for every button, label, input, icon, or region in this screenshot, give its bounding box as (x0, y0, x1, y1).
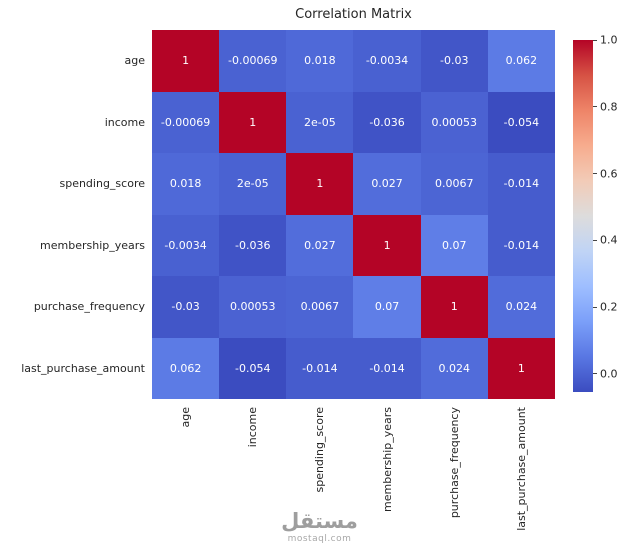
watermark-subtext: mostaql.com (287, 534, 352, 545)
heatmap-cell: 0.0067 (420, 153, 488, 215)
heatmap-cell: 2e-05 (286, 91, 354, 153)
heatmap-cell: 1 (152, 30, 220, 92)
heatmap-cell: 0.018 (286, 30, 354, 92)
colorbar-tick-mark (593, 39, 597, 41)
heatmap-cell: -0.014 (487, 214, 555, 276)
x-tick-label: membership_years (380, 407, 394, 512)
heatmap-cell: 1 (353, 214, 421, 276)
heatmap-cell: 2e-05 (219, 153, 287, 215)
colorbar-tick-label: 0.6 (600, 167, 618, 181)
x-tick-label: purchase_frequency (447, 407, 461, 519)
heatmap-cell: 0.062 (487, 30, 555, 92)
heatmap-cell: 0.027 (286, 214, 354, 276)
heatmap-grid: 1 -0.00069 0.018 -0.0034 -0.03 0.062 -0.00069 1… (152, 30, 555, 399)
heatmap-cell: -0.036 (353, 91, 421, 153)
watermark: مستقل mostaql.com (0, 509, 639, 545)
colorbar-tick-mark (593, 239, 597, 241)
heatmap-cell: -0.054 (219, 337, 287, 399)
colorbar-tick-mark (593, 306, 597, 308)
y-tick-label: last_purchase_amount (21, 361, 145, 375)
heatmap-cell: -0.014 (487, 153, 555, 215)
colorbar-tick-label: 0.4 (600, 233, 618, 247)
heatmap-cell: -0.036 (219, 214, 287, 276)
heatmap-cell: -0.03 (420, 30, 488, 92)
heatmap-cell: -0.054 (487, 91, 555, 153)
x-tick-label: income (246, 407, 260, 448)
heatmap-cell: 0.00053 (219, 276, 287, 338)
heatmap-cell: 0.024 (420, 337, 488, 399)
colorbar-tick-mark (593, 173, 597, 175)
heatmap-cell: 1 (487, 337, 555, 399)
colorbar (573, 40, 593, 392)
heatmap-cell: -0.0034 (353, 30, 421, 92)
chart-title: Correlation Matrix (295, 7, 412, 22)
heatmap-cell: 0.0067 (286, 276, 354, 338)
colorbar-tick-label: 0.0 (600, 367, 618, 381)
y-tick-label: age (124, 54, 146, 68)
y-tick-label: income (104, 115, 145, 129)
heatmap-cell: 1 (219, 91, 287, 153)
heatmap-cell: 0.027 (353, 153, 421, 215)
heatmap-cell: 0.062 (152, 337, 220, 399)
heatmap-cell: -0.00069 (152, 91, 220, 153)
heatmap-cell: 1 (420, 276, 488, 338)
heatmap-cell: 0.07 (420, 214, 488, 276)
heatmap-cell: -0.0034 (152, 214, 220, 276)
heatmap-cell: -0.014 (286, 337, 354, 399)
heatmap-cell: -0.014 (353, 337, 421, 399)
colorbar-tick-mark (593, 106, 597, 108)
colorbar-tick-label: 1.0 (600, 33, 618, 47)
colorbar-tick-mark (593, 373, 597, 375)
watermark-text: مستقل (281, 509, 358, 533)
heatmap-cell: 0.024 (487, 276, 555, 338)
heatmap-cell: 1 (286, 153, 354, 215)
y-tick-label: spending_score (59, 177, 145, 191)
x-tick-label: spending_score (313, 407, 327, 493)
y-tick-label: purchase_frequency (33, 300, 145, 314)
heatmap-cell: 0.07 (353, 276, 421, 338)
heatmap-cell: -0.03 (152, 276, 220, 338)
colorbar-tick-label: 0.8 (600, 100, 618, 114)
heatmap-cell: -0.00069 (219, 30, 287, 92)
x-tick-label: age (179, 407, 193, 428)
colorbar-tick-label: 0.2 (600, 300, 618, 314)
heatmap-cell: 0.018 (152, 153, 220, 215)
heatmap-cell: 0.00053 (420, 91, 488, 153)
y-tick-label: membership_years (40, 238, 145, 252)
